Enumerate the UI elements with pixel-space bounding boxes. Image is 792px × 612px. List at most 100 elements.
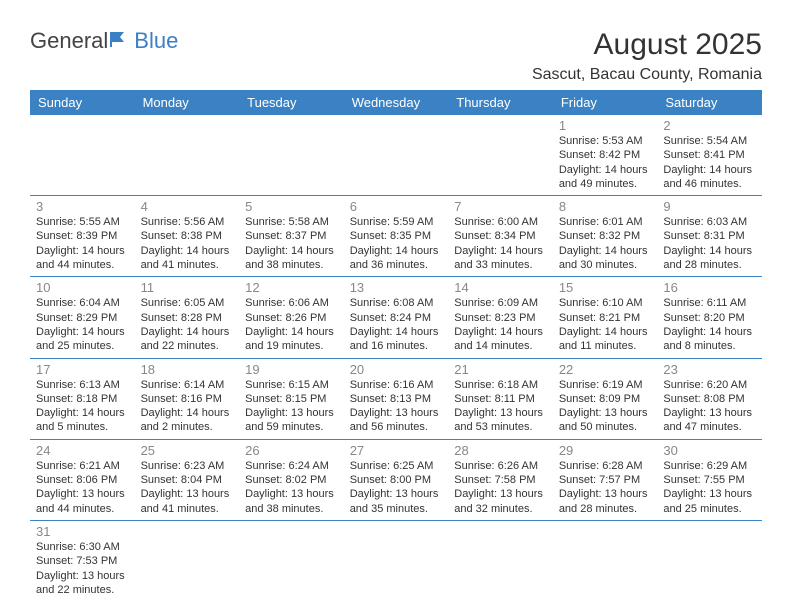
sunrise-line: Sunrise: 6:01 AM [559,215,652,229]
column-header: Sunday [30,90,135,115]
daylight-line: Daylight: 13 hours and 35 minutes. [350,487,443,516]
day-cell: 4Sunrise: 5:56 AMSunset: 8:38 PMDaylight… [135,196,240,277]
sunrise-line: Sunrise: 6:09 AM [454,296,547,310]
day-number: 6 [350,199,443,214]
logo-text-blue: Blue [134,28,178,54]
sunrise-line: Sunrise: 6:29 AM [663,459,756,473]
day-cell: 28Sunrise: 6:26 AMSunset: 7:58 PMDayligh… [448,439,553,520]
day-number: 31 [36,524,129,539]
day-number: 17 [36,362,129,377]
day-cell: 26Sunrise: 6:24 AMSunset: 8:02 PMDayligh… [239,439,344,520]
sunrise-line: Sunrise: 5:54 AM [663,134,756,148]
daylight-line: Daylight: 14 hours and 25 minutes. [36,325,129,354]
day-cell: 19Sunrise: 6:15 AMSunset: 8:15 PMDayligh… [239,358,344,439]
daylight-line: Daylight: 14 hours and 44 minutes. [36,244,129,273]
day-number: 10 [36,280,129,295]
sunset-line: Sunset: 8:02 PM [245,473,338,487]
sunrise-line: Sunrise: 6:14 AM [141,378,234,392]
day-cell: 15Sunrise: 6:10 AMSunset: 8:21 PMDayligh… [553,277,658,358]
sunset-line: Sunset: 8:31 PM [663,229,756,243]
day-number: 8 [559,199,652,214]
sunset-line: Sunset: 8:34 PM [454,229,547,243]
day-cell: 13Sunrise: 6:08 AMSunset: 8:24 PMDayligh… [344,277,449,358]
daylight-line: Daylight: 14 hours and 38 minutes. [245,244,338,273]
column-header: Wednesday [344,90,449,115]
sunset-line: Sunset: 7:55 PM [663,473,756,487]
daylight-line: Daylight: 14 hours and 5 minutes. [36,406,129,435]
empty-cell [135,115,240,196]
header: General Blue August 2025 Sascut, Bacau C… [30,28,762,84]
day-number: 7 [454,199,547,214]
sunrise-line: Sunrise: 6:16 AM [350,378,443,392]
daylight-line: Daylight: 13 hours and 53 minutes. [454,406,547,435]
day-number: 16 [663,280,756,295]
sunset-line: Sunset: 8:28 PM [141,311,234,325]
sunset-line: Sunset: 8:42 PM [559,148,652,162]
sunrise-line: Sunrise: 6:04 AM [36,296,129,310]
daylight-line: Daylight: 13 hours and 32 minutes. [454,487,547,516]
day-cell: 12Sunrise: 6:06 AMSunset: 8:26 PMDayligh… [239,277,344,358]
sunset-line: Sunset: 8:21 PM [559,311,652,325]
sunrise-line: Sunrise: 6:05 AM [141,296,234,310]
daylight-line: Daylight: 13 hours and 59 minutes. [245,406,338,435]
sunset-line: Sunset: 8:39 PM [36,229,129,243]
daylight-line: Daylight: 14 hours and 22 minutes. [141,325,234,354]
day-cell: 2Sunrise: 5:54 AMSunset: 8:41 PMDaylight… [657,115,762,196]
sunrise-line: Sunrise: 6:06 AM [245,296,338,310]
empty-cell [448,520,553,601]
day-number: 20 [350,362,443,377]
day-cell: 17Sunrise: 6:13 AMSunset: 8:18 PMDayligh… [30,358,135,439]
day-cell: 21Sunrise: 6:18 AMSunset: 8:11 PMDayligh… [448,358,553,439]
sunset-line: Sunset: 8:38 PM [141,229,234,243]
day-number: 24 [36,443,129,458]
day-number: 3 [36,199,129,214]
calendar-row: 10Sunrise: 6:04 AMSunset: 8:29 PMDayligh… [30,277,762,358]
sunset-line: Sunset: 8:08 PM [663,392,756,406]
empty-cell [344,520,449,601]
sunrise-line: Sunrise: 6:18 AM [454,378,547,392]
empty-cell [135,520,240,601]
day-cell: 30Sunrise: 6:29 AMSunset: 7:55 PMDayligh… [657,439,762,520]
calendar-row: 1Sunrise: 5:53 AMSunset: 8:42 PMDaylight… [30,115,762,196]
daylight-line: Daylight: 13 hours and 38 minutes. [245,487,338,516]
sunset-line: Sunset: 8:00 PM [350,473,443,487]
calendar-header-row: SundayMondayTuesdayWednesdayThursdayFrid… [30,90,762,115]
day-number: 13 [350,280,443,295]
sunset-line: Sunset: 8:23 PM [454,311,547,325]
daylight-line: Daylight: 13 hours and 22 minutes. [36,569,129,598]
day-cell: 20Sunrise: 6:16 AMSunset: 8:13 PMDayligh… [344,358,449,439]
column-header: Friday [553,90,658,115]
sunrise-line: Sunrise: 6:20 AM [663,378,756,392]
day-number: 26 [245,443,338,458]
sunset-line: Sunset: 7:58 PM [454,473,547,487]
sunset-line: Sunset: 8:16 PM [141,392,234,406]
sunset-line: Sunset: 7:53 PM [36,554,129,568]
sunset-line: Sunset: 8:04 PM [141,473,234,487]
sunrise-line: Sunrise: 6:26 AM [454,459,547,473]
sunset-line: Sunset: 8:06 PM [36,473,129,487]
day-cell: 6Sunrise: 5:59 AMSunset: 8:35 PMDaylight… [344,196,449,277]
day-number: 1 [559,118,652,133]
sunset-line: Sunset: 8:15 PM [245,392,338,406]
empty-cell [239,115,344,196]
sunset-line: Sunset: 8:29 PM [36,311,129,325]
calendar-body: 1Sunrise: 5:53 AMSunset: 8:42 PMDaylight… [30,115,762,601]
calendar-table: SundayMondayTuesdayWednesdayThursdayFrid… [30,90,762,601]
sunrise-line: Sunrise: 6:24 AM [245,459,338,473]
day-cell: 5Sunrise: 5:58 AMSunset: 8:37 PMDaylight… [239,196,344,277]
empty-cell [344,115,449,196]
location: Sascut, Bacau County, Romania [532,66,762,84]
day-cell: 10Sunrise: 6:04 AMSunset: 8:29 PMDayligh… [30,277,135,358]
day-number: 21 [454,362,547,377]
page-title: August 2025 [532,28,762,62]
sunrise-line: Sunrise: 6:28 AM [559,459,652,473]
logo-text-general: General [30,28,108,54]
sunset-line: Sunset: 8:41 PM [663,148,756,162]
sunrise-line: Sunrise: 6:08 AM [350,296,443,310]
daylight-line: Daylight: 14 hours and 46 minutes. [663,163,756,192]
day-cell: 29Sunrise: 6:28 AMSunset: 7:57 PMDayligh… [553,439,658,520]
column-header: Saturday [657,90,762,115]
sunset-line: Sunset: 8:37 PM [245,229,338,243]
day-cell: 1Sunrise: 5:53 AMSunset: 8:42 PMDaylight… [553,115,658,196]
day-number: 22 [559,362,652,377]
